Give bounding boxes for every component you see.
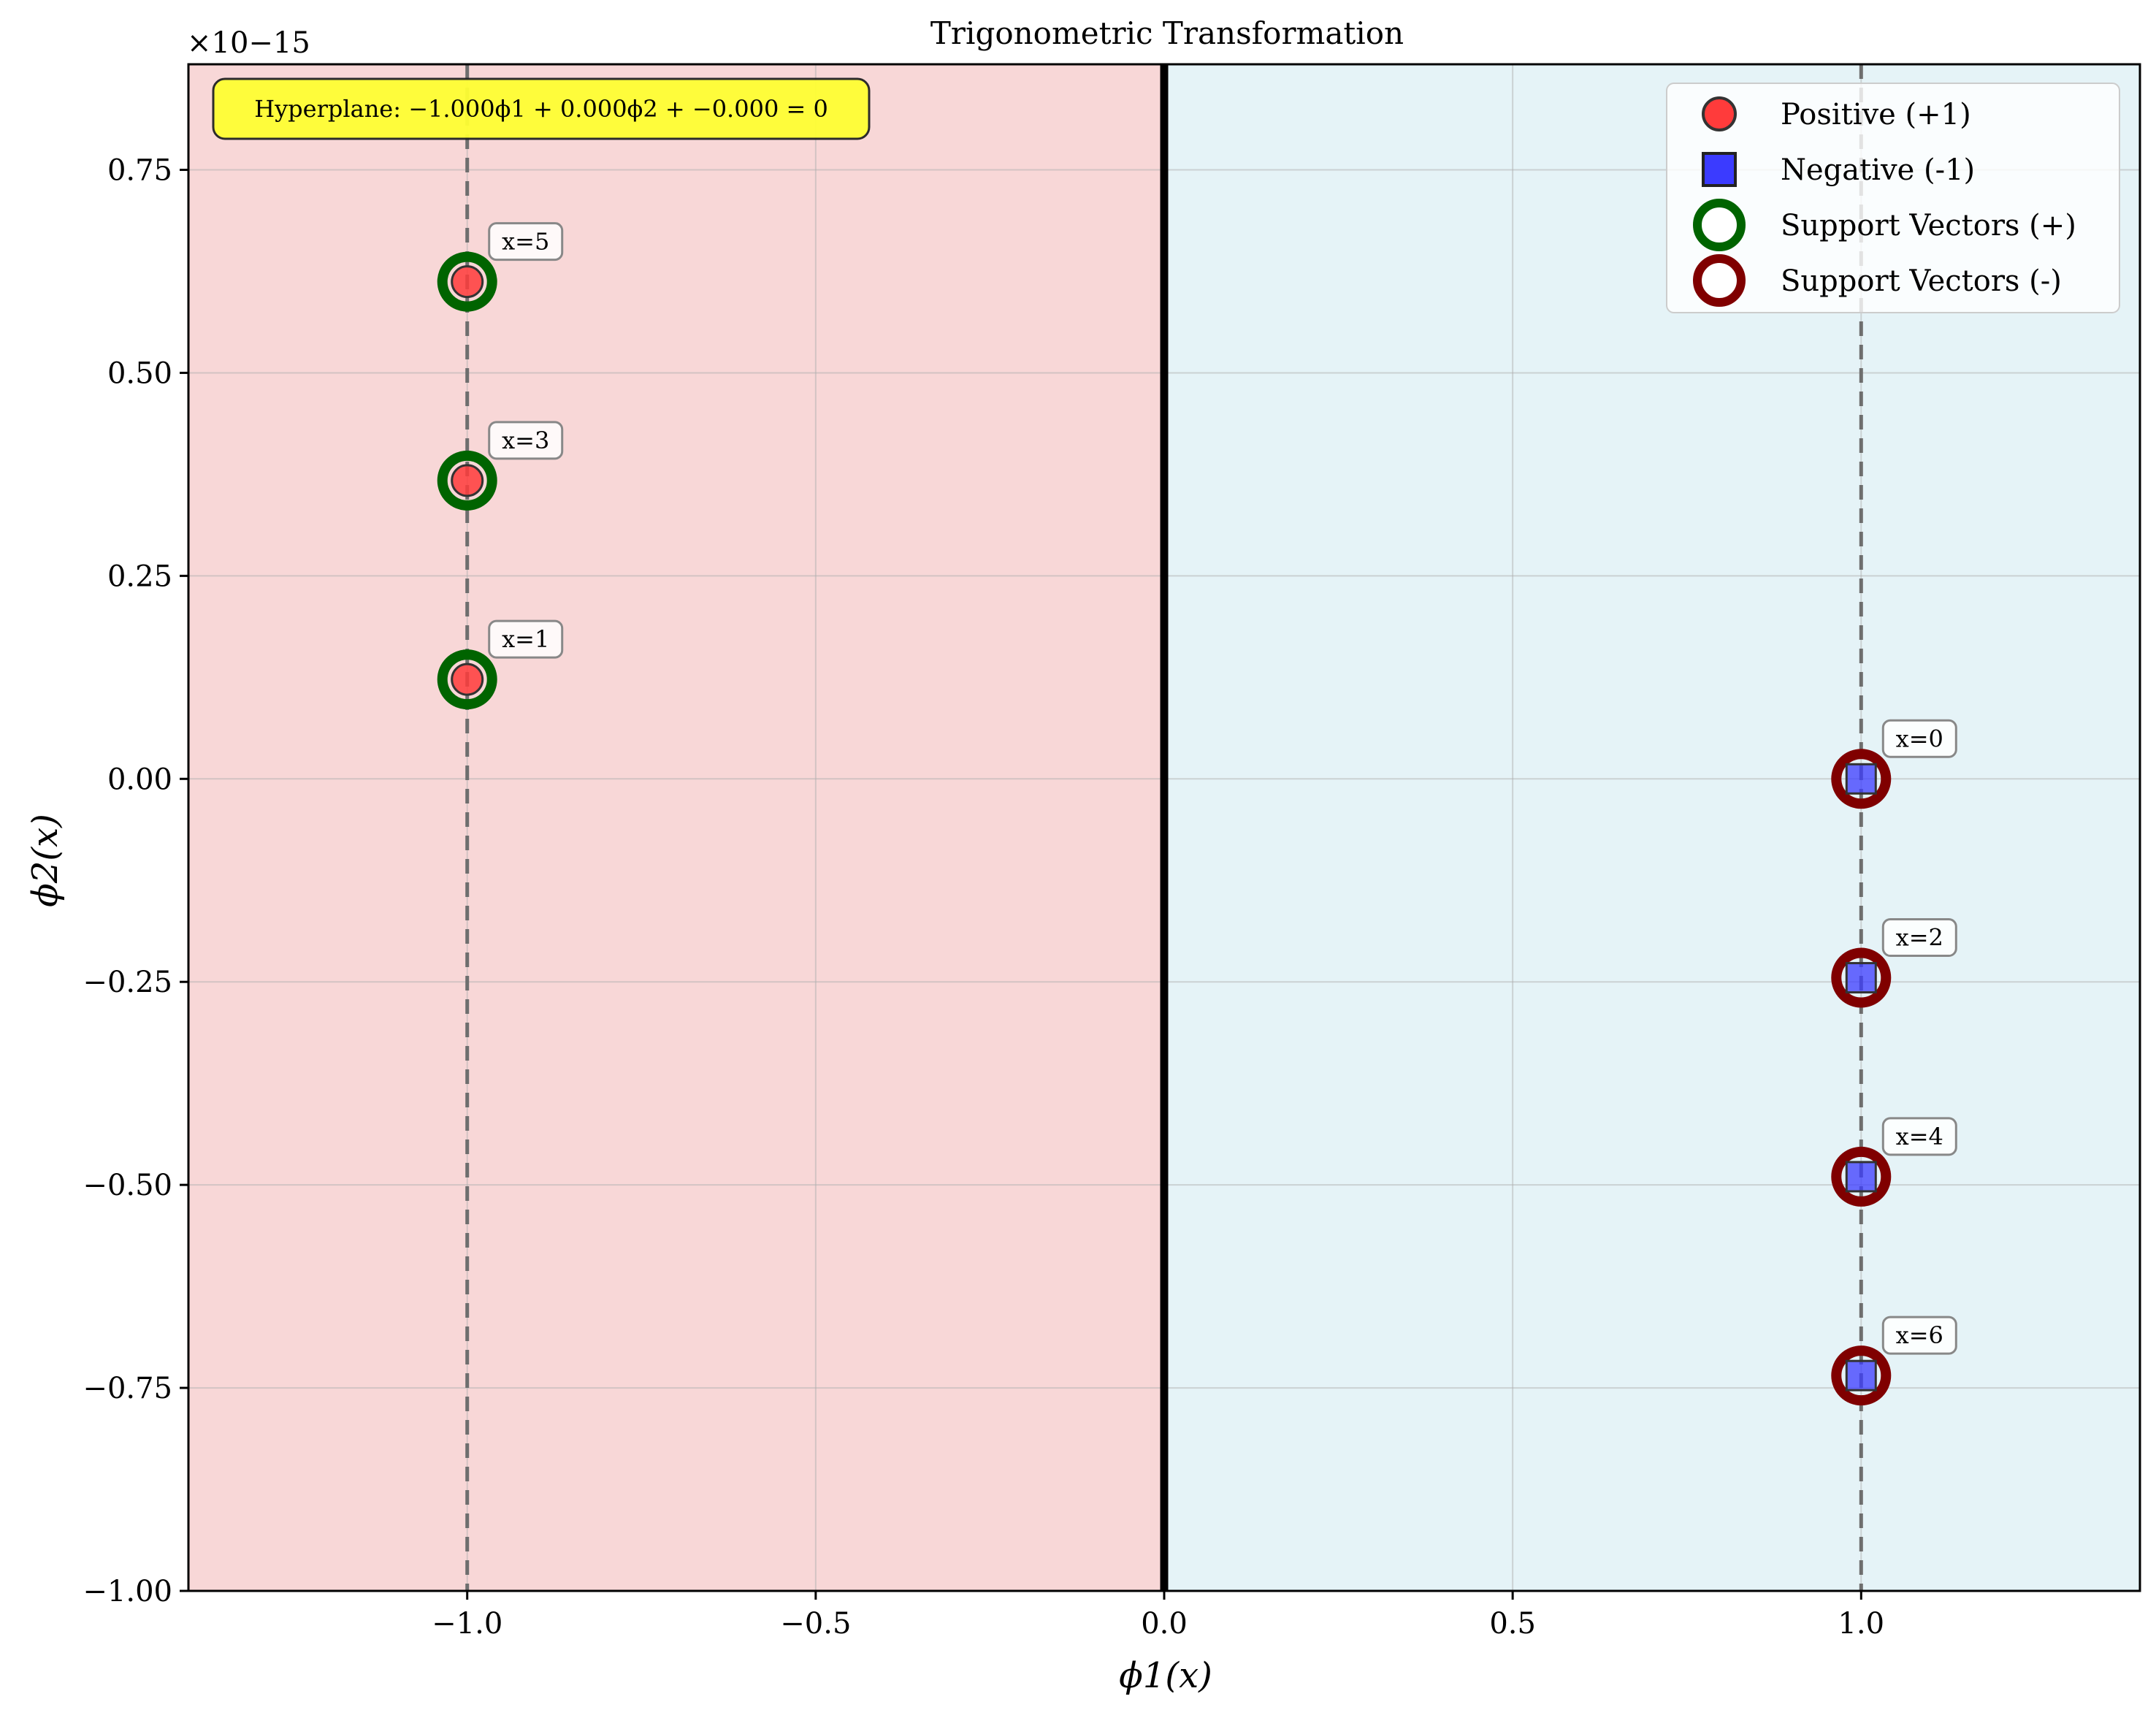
point-label: x=0: [1896, 725, 1943, 752]
point-label-box: [1881, 918, 1957, 958]
hyperplane-box: Hyperplane: −1.000ϕ1 + 0.000ϕ2 + −0.000 …: [212, 77, 871, 140]
legend-label: Positive (+1): [1781, 98, 1971, 131]
y-tick-label: 0.25: [107, 560, 172, 593]
legend-marker-negative: [1702, 152, 1737, 187]
point-label-box: [488, 619, 564, 659]
decision-regions: [188, 64, 2140, 1591]
negative-point: [1845, 763, 1877, 795]
point-label: x=3: [502, 427, 549, 454]
support-vector-neg: [1831, 1345, 1892, 1406]
x-tick-label: −1.0: [432, 1607, 502, 1641]
y-tick-label: 0.00: [107, 763, 172, 796]
positive-point: [451, 464, 484, 497]
positive-point: [451, 663, 484, 696]
point-label-box: [1881, 1316, 1957, 1355]
positive-region: [188, 64, 1164, 1591]
support-vector-pos: [437, 251, 497, 312]
legend-label: Support Vectors (-): [1781, 264, 2062, 298]
support-vector-neg: [1831, 947, 1892, 1008]
point-label: x=6: [1896, 1321, 1943, 1349]
x-tick-label: −0.5: [780, 1607, 851, 1641]
support-vector-neg: [1831, 1146, 1892, 1207]
legend: Positive (+1) Negative (-1) Support Vector…: [1666, 83, 2120, 313]
negative-point: [1845, 962, 1877, 994]
support-vector-neg: [1831, 749, 1892, 809]
point-label-box: [488, 421, 564, 460]
support-vector-pos: [437, 450, 497, 511]
y-tick-label: 0.50: [107, 356, 172, 390]
chart-title: Trigonometric Transformation: [930, 15, 1404, 51]
support-vector-pos: [437, 649, 497, 710]
legend-label: Negative (-1): [1781, 153, 1975, 187]
x-tick-label: 0.5: [1489, 1607, 1536, 1641]
legend-marker-positive: [1702, 96, 1737, 131]
y-tick-label: −0.50: [83, 1169, 172, 1202]
y-tick-label: 0.75: [107, 154, 172, 188]
legend-box: [1666, 83, 2120, 313]
legend-label: Support Vectors (+): [1781, 209, 2076, 243]
point-label-box: [1881, 1117, 1957, 1156]
point-label: x=5: [502, 228, 549, 256]
y-axis-label: ϕ2(x): [25, 814, 66, 907]
legend-marker-support: [1693, 254, 1746, 307]
y-tick-label: −0.25: [83, 966, 172, 999]
positive-point: [451, 265, 484, 299]
y-tick-label: −1.00: [83, 1575, 172, 1608]
data-points: [437, 251, 1892, 1406]
negative-point: [1845, 1161, 1877, 1193]
margin-lines: [465, 64, 1863, 1591]
tick-marks: −1.0 −0.5 0.0 0.5 1.0 0.75 0.50 0.25 0.00 −0.25 −0…: [83, 154, 1884, 1641]
point-label: x=1: [502, 625, 549, 653]
point-label: x=2: [1896, 924, 1943, 952]
point-label: x=4: [1896, 1123, 1943, 1150]
legend-marker-support: [1693, 199, 1746, 251]
point-labels: x=1 x=3 x=5 x=0 x=2 x=4 x=6: [488, 222, 1957, 1355]
hyperplane-equation: Hyperplane: −1.000ϕ1 + 0.000ϕ2 + −0.000 …: [254, 95, 828, 123]
y-axis-offset: ×10−15: [187, 26, 310, 60]
y-tick-label: −0.75: [83, 1372, 172, 1405]
negative-point: [1845, 1359, 1877, 1391]
point-label-box: [1881, 719, 1957, 758]
negative-region: [1164, 64, 2140, 1591]
x-tick-label: 1.0: [1838, 1607, 1884, 1641]
x-tick-label: 0.0: [1141, 1607, 1188, 1641]
x-axis-label: ϕ1(x): [1119, 1655, 1212, 1696]
point-label-box: [488, 222, 564, 261]
